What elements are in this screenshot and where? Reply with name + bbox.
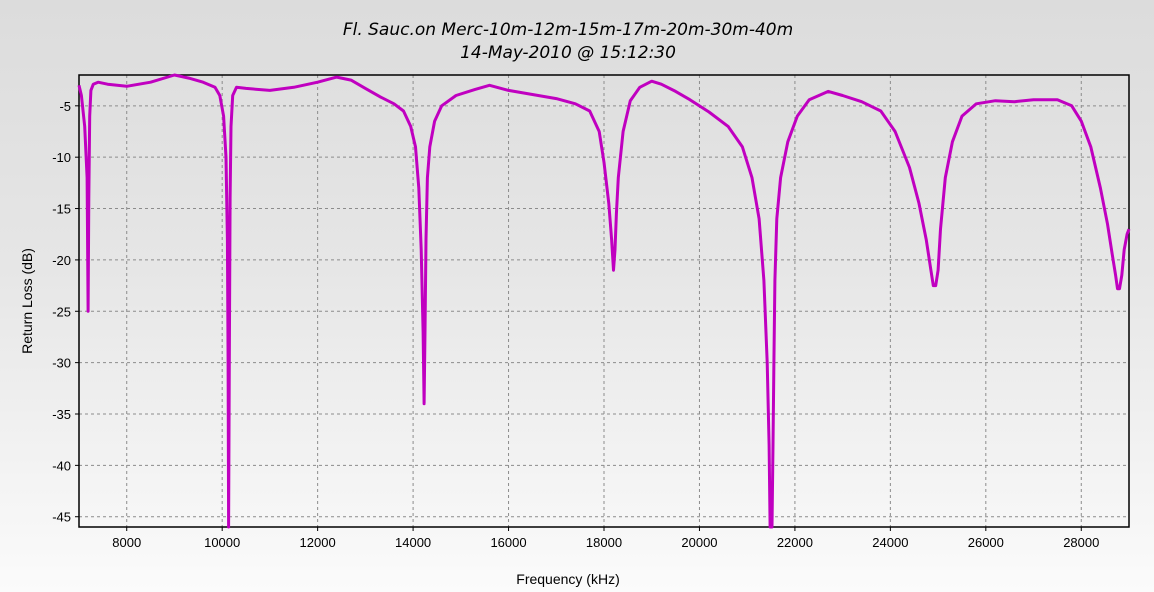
y-tick-label: -35 xyxy=(52,407,71,422)
y-tick-label: -5 xyxy=(59,99,71,114)
chart-title: Fl. Sauc.on Merc-10m-12m-15m-17m-20m-30m… xyxy=(343,20,793,40)
series-layer xyxy=(77,73,1131,529)
y-tick-label: -30 xyxy=(52,356,71,371)
chart-subtitle: 14-May-2010 @ 15:12:30 xyxy=(460,43,676,63)
y-axis-ticks: -5 -10 -15 -20 -25 -30 -35 -40 -45 xyxy=(52,99,79,525)
x-axis-label: Frequency (kHz) xyxy=(516,571,619,587)
y-tick-label: -40 xyxy=(52,458,71,473)
y-tick-label: -25 xyxy=(52,304,71,319)
x-tick-label: 12000 xyxy=(300,535,336,550)
grid-lines xyxy=(79,75,1129,527)
x-tick-label: 22000 xyxy=(777,535,813,550)
x-tick-label: 16000 xyxy=(490,535,526,550)
x-tick-label: 26000 xyxy=(968,535,1004,550)
x-tick-label: 18000 xyxy=(586,535,622,550)
x-tick-label: 14000 xyxy=(395,535,431,550)
x-tick-label: 28000 xyxy=(1063,535,1099,550)
x-tick-label: 24000 xyxy=(872,535,908,550)
x-axis-ticks: 8000 10000 12000 14000 16000 18000 20000 22000 2… xyxy=(112,527,1099,550)
y-tick-label: -10 xyxy=(52,150,71,165)
y-axis-label: Return Loss (dB) xyxy=(19,248,35,354)
x-tick-label: 10000 xyxy=(204,535,240,550)
y-tick-label: -15 xyxy=(52,202,71,217)
y-tick-label: -45 xyxy=(52,510,71,525)
x-tick-label: 20000 xyxy=(681,535,717,550)
return-loss-series-line xyxy=(77,73,1131,529)
y-tick-label: -20 xyxy=(52,253,71,268)
x-tick-label: 8000 xyxy=(112,535,141,550)
